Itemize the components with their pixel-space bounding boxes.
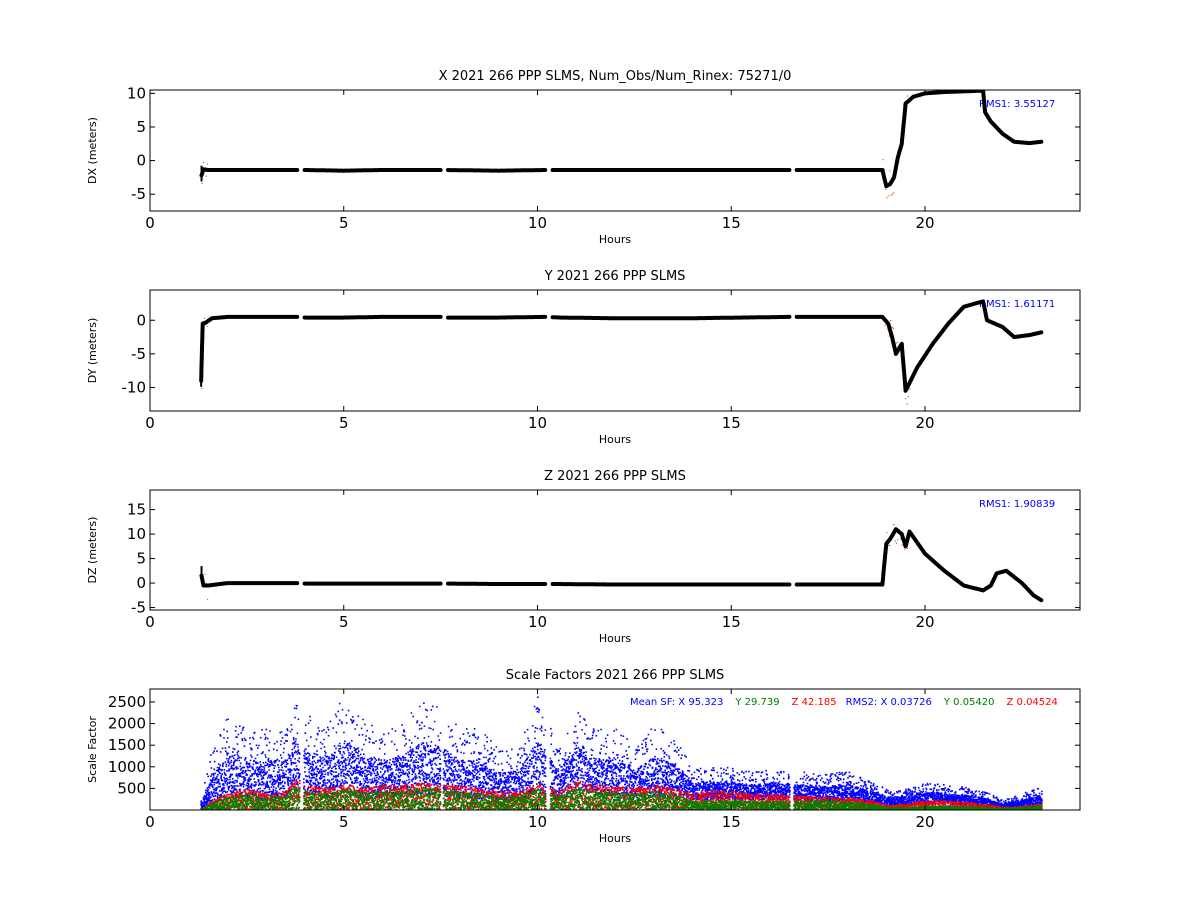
dz-ytick-label-1: 10 <box>127 525 146 543</box>
sf-ytick-label-1: 2000 <box>108 715 146 733</box>
dx-ytick-label-2: 0 <box>136 152 146 170</box>
dz-trace-segment-3 <box>550 582 792 587</box>
dz-trace-segment-0 <box>199 573 300 588</box>
dx-ytick-label-1: 5 <box>136 118 146 136</box>
sf-xtick-label-2: 10 <box>528 813 547 831</box>
sf-xtick-label-4: 20 <box>915 813 934 831</box>
dx-panel-title: X 2021 266 PPP SLMS, Num_Obs/Num_Rinex: … <box>439 69 792 84</box>
dx-ytick-label-3: -5 <box>131 185 146 203</box>
dy-trace-segment-2 <box>446 314 548 320</box>
dz-x-axis-label: Hours <box>599 632 631 645</box>
dy-y-axis-label: DY (meters) <box>86 318 99 383</box>
dz-panel-title: Z 2021 266 PPP SLMS <box>544 469 686 484</box>
dy-xtick-label-4: 20 <box>915 414 934 432</box>
scale-factor-panel: Scale Factors 2021 266 PPP SLMS Hours Sc… <box>86 668 1081 845</box>
sf-legend-item-5: Z 0.04524 <box>1007 697 1058 708</box>
sf-legend-item-2: Z 42.185 <box>792 697 837 708</box>
dx-scatter-points <box>201 90 1043 199</box>
sf-x-axis-label: Hours <box>599 832 631 845</box>
dy-ytick-label-1: -5 <box>131 345 146 363</box>
dx-rms-annotation: RMS1: 3.55127 <box>979 99 1055 110</box>
dz-xtick-label-4: 20 <box>915 613 934 631</box>
dx-xtick-label-4: 20 <box>915 214 934 232</box>
sf-legend-item-1: Y 29.739 <box>734 697 779 708</box>
dx-data-layer <box>199 90 1044 199</box>
dx-axes-frame <box>149 89 1081 212</box>
sf-legend-item-4: Y 0.05420 <box>943 697 995 708</box>
sf-panel-title: Scale Factors 2021 266 PPP SLMS <box>506 668 725 683</box>
dx-ytick-label-0: 10 <box>127 84 146 102</box>
sf-scatter-y <box>200 786 1043 810</box>
dy-rms-annotation: RMS1: 1.61171 <box>979 299 1055 310</box>
dy-trace-segment-4 <box>794 299 1044 393</box>
sf-ytick-label-0: 2500 <box>108 693 146 711</box>
sf-y-axis-label: Scale Factor <box>86 716 99 783</box>
dx-xtick-label-3: 15 <box>722 214 741 232</box>
dy-trace-segment-0 <box>199 314 300 383</box>
dx-y-axis-label: DX (meters) <box>86 117 99 184</box>
sf-legend-item-0: Mean SF: X 95.323 <box>630 697 723 708</box>
dz-ytick-label-4: -5 <box>131 599 146 617</box>
dy-xtick-label-3: 15 <box>722 414 741 432</box>
sf-data-layer <box>200 696 1043 810</box>
dx-xtick-label-0: 0 <box>145 214 155 232</box>
dz-ytick-label-3: 0 <box>136 574 146 592</box>
dy-xtick-label-1: 5 <box>339 414 349 432</box>
sf-xtick-label-0: 0 <box>145 813 155 831</box>
sf-xtick-label-3: 15 <box>722 813 741 831</box>
dy-trace-segment-1 <box>302 314 443 320</box>
dx-x-axis-label: Hours <box>599 233 631 246</box>
dy-data-layer <box>199 299 1044 405</box>
dx-trace-segment-0 <box>199 167 300 178</box>
sf-scatter-x <box>200 696 1043 810</box>
dx-trace-segment-4 <box>794 90 1044 189</box>
dz-y-axis-label: DZ (meters) <box>86 517 99 584</box>
dy-x-axis-label: Hours <box>599 433 631 446</box>
dx-trace-segment-2 <box>446 168 548 173</box>
dy-ytick-label-2: -10 <box>122 378 147 396</box>
sf-ytick-label-2: 1500 <box>108 736 146 754</box>
dz-scatter-points <box>201 524 1043 602</box>
dz-trace-segment-4 <box>794 527 1044 603</box>
dz-ytick-label-0: 15 <box>127 501 146 519</box>
dy-trace-segment-3 <box>550 314 792 321</box>
dz-xtick-label-2: 10 <box>528 613 547 631</box>
dy-ytick-label-0: 0 <box>136 311 146 329</box>
dx-xtick-label-1: 5 <box>339 214 349 232</box>
sf-legend-item-3: RMS2: X 0.03726 <box>846 697 932 708</box>
dz-panel: Z 2021 266 PPP SLMS Hours DZ (meters) RM… <box>86 469 1081 645</box>
sf-ytick-label-3: 1000 <box>108 758 146 776</box>
dy-panel-title: Y 2021 266 PPP SLMS <box>544 269 686 284</box>
dy-axes-frame <box>149 289 1081 412</box>
dz-rms-annotation: RMS1: 1.90839 <box>979 499 1055 510</box>
dz-data-layer <box>199 524 1044 603</box>
dz-axes-frame <box>149 489 1081 611</box>
sf-axes-frame <box>149 688 1081 811</box>
dy-xtick-label-2: 10 <box>528 414 547 432</box>
sf-xtick-label-1: 5 <box>339 813 349 831</box>
dx-trace-segment-1 <box>302 168 443 173</box>
dx-xtick-label-2: 10 <box>528 214 547 232</box>
dz-xtick-label-1: 5 <box>339 613 349 631</box>
dz-xtick-label-3: 15 <box>722 613 741 631</box>
dy-xtick-label-0: 0 <box>145 414 155 432</box>
dz-xtick-label-0: 0 <box>145 613 155 631</box>
sf-legend-text: Mean SF: X 95.323 Y 29.739 Z 42.185 RMS2: X… <box>630 697 1058 708</box>
dy-panel: Y 2021 266 PPP SLMS Hours DY (meters) RM… <box>86 269 1081 446</box>
dz-ytick-label-2: 5 <box>136 550 146 568</box>
sf-ytick-label-4: 500 <box>117 779 146 797</box>
dx-panel: X 2021 266 PPP SLMS, Num_Obs/Num_Rinex: … <box>86 69 1081 246</box>
